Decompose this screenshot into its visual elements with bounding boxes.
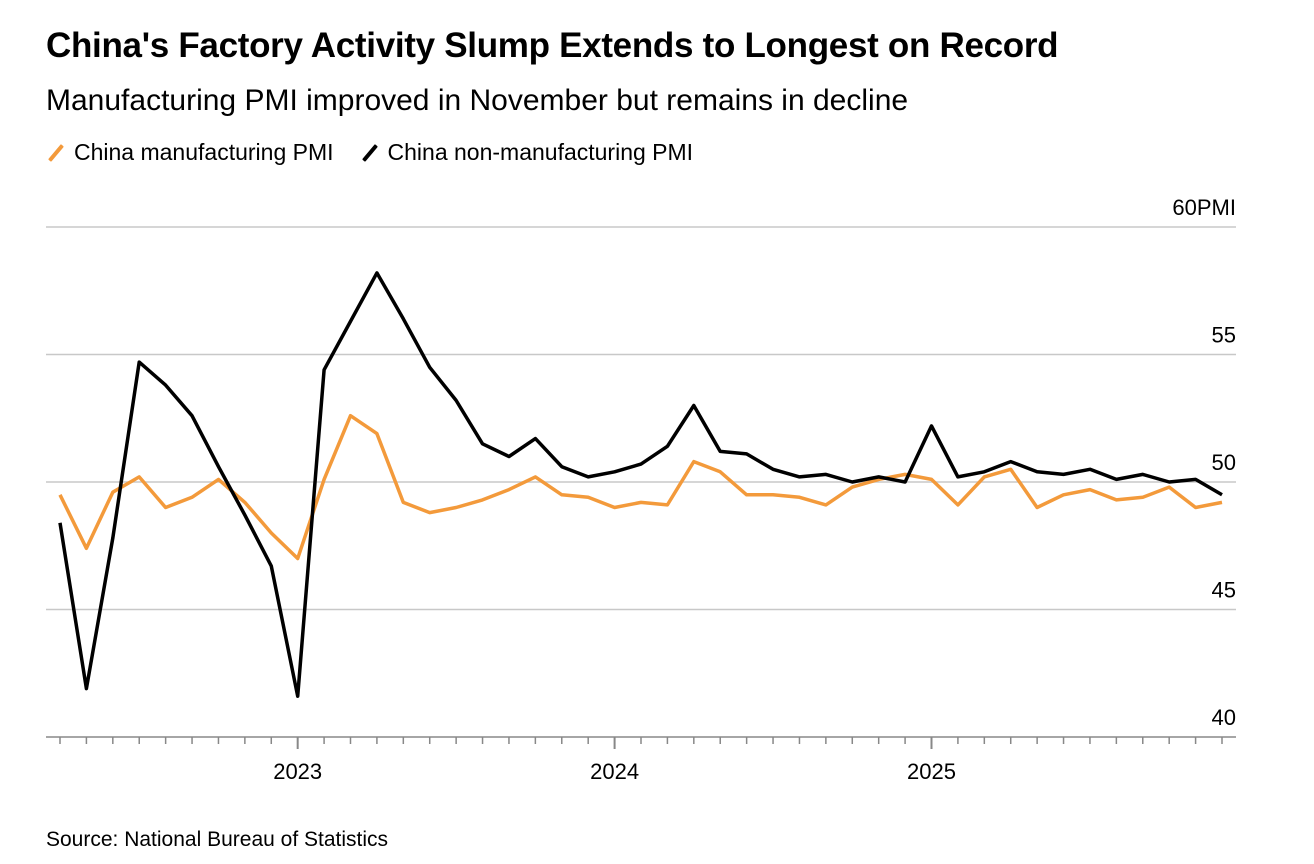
legend-item-non-manufacturing: China non-manufacturing PMI xyxy=(360,139,694,166)
legend: China manufacturing PMI China non-manufa… xyxy=(46,139,719,166)
x-tick-label: 2023 xyxy=(273,759,322,784)
y-tick-label: 50 xyxy=(1212,450,1236,475)
source-note: Source: National Bureau of Statistics xyxy=(46,828,389,851)
chart-title: China's Factory Activity Slump Extends t… xyxy=(46,26,1059,65)
y-tick-label: 55 xyxy=(1212,323,1236,348)
y-tick-label: 45 xyxy=(1212,578,1236,603)
chart-subtitle: Manufacturing PMI improved in November b… xyxy=(46,84,909,117)
series-line-manufacturing xyxy=(58,413,1223,561)
x-tick-label: 2025 xyxy=(907,759,956,784)
legend-label-manufacturing: China manufacturing PMI xyxy=(74,139,334,165)
y-tick-label: 40 xyxy=(1212,705,1236,730)
legend-item-manufacturing: China manufacturing PMI xyxy=(46,139,334,166)
series-line-non-manufacturing xyxy=(58,271,1223,698)
x-tick-label: 2024 xyxy=(590,759,639,784)
legend-label-non-manufacturing: China non-manufacturing PMI xyxy=(387,139,694,165)
y-tick-label: 60PMI xyxy=(1172,195,1236,220)
